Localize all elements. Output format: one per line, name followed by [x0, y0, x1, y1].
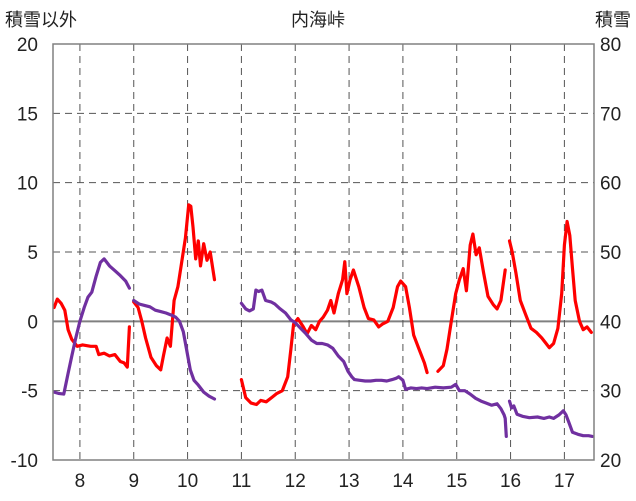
snow-depth-line: [507, 399, 595, 438]
y-right-tick-label: 50: [600, 243, 621, 264]
y-left-tick-label: 5: [27, 243, 38, 264]
temperature-line: [52, 297, 131, 369]
y-left-tick-label: 10: [17, 174, 38, 195]
temperature-line: [239, 260, 429, 407]
y-left-axis-label: 積雪以外: [5, 10, 77, 30]
y-left-tick-label: -10: [11, 451, 38, 472]
series-lines: [52, 203, 595, 438]
y-right-tick-label: 70: [600, 104, 621, 125]
temperature-line: [507, 219, 593, 350]
x-tick-label: 15: [446, 471, 467, 492]
x-tick-label: 12: [285, 471, 306, 492]
y-right-tick-label: 60: [600, 174, 621, 195]
x-tick-label: 13: [338, 471, 359, 492]
y-left-tick-label: 20: [17, 35, 38, 56]
x-tick-label: 16: [500, 471, 521, 492]
y-left-tick-label: -5: [21, 382, 38, 403]
y-right-axis-label: 積雪: [595, 10, 631, 30]
y-right-tick-label: 20: [600, 451, 621, 472]
chart-title: 内海峠: [291, 10, 345, 30]
snow-depth-line: [239, 288, 508, 438]
x-tick-label: 10: [177, 471, 198, 492]
plot-area-frame: [52, 43, 595, 461]
temperature-line: [132, 203, 217, 372]
x-tick-label: 14: [392, 471, 414, 492]
y-right-tick-label: 40: [600, 312, 621, 333]
x-tick-label: 8: [75, 471, 86, 492]
temperature-line: [436, 232, 507, 373]
x-tick-label: 11: [232, 471, 252, 492]
x-tick-label: 17: [554, 471, 575, 492]
y-left-tick-label: 0: [27, 312, 38, 333]
y-left-tick-label: 15: [17, 104, 38, 125]
snow-depth-line: [52, 257, 131, 396]
x-tick-label: 9: [128, 471, 139, 492]
y-right-tick-label: 80: [600, 35, 621, 56]
y-right-tick-label: 30: [600, 382, 621, 403]
tick-labels: -10 -5 0 5 10 15 20 20 30 40 50 60 70 80 8 9 10 11 12 13 14 1…: [11, 35, 622, 492]
snow-depth-line: [132, 298, 217, 401]
